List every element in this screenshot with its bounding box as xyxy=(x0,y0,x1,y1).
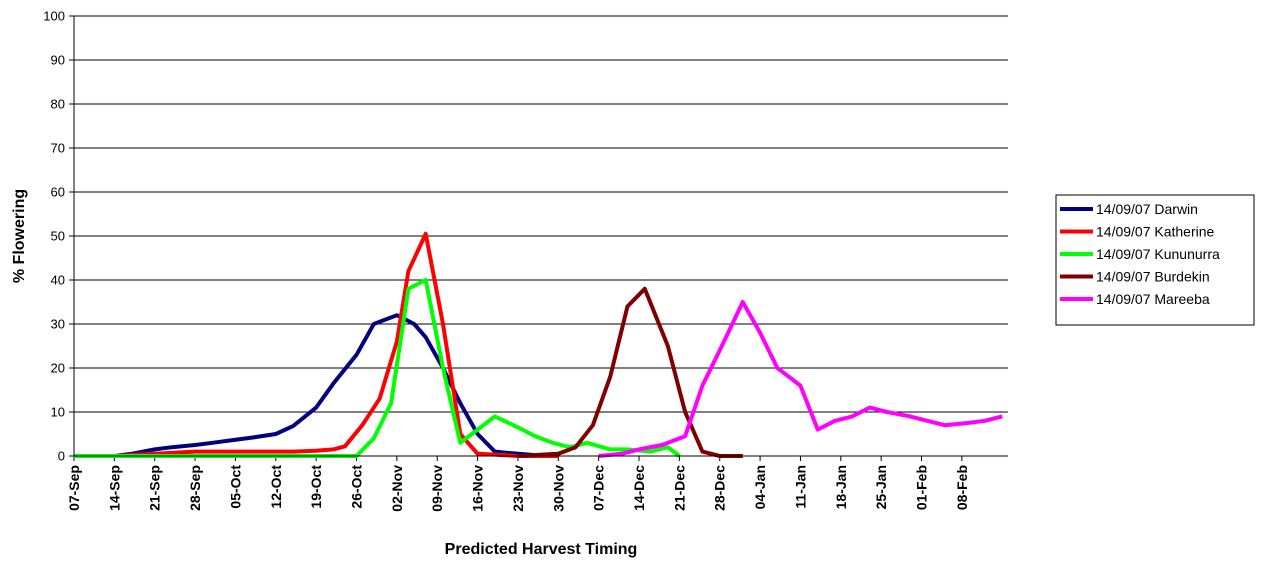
x-tick-labels: 07-Sep 14-Sep 21-Sep 28-Sep 05-Oct 12-Oct 19-O… xyxy=(66,465,970,512)
y-tick-label-100: 100 xyxy=(43,9,65,24)
x-tick-label-14-dec: 14-Dec xyxy=(631,465,647,511)
x-tick-label-01-feb: 01-Feb xyxy=(914,465,930,510)
x-tick-label-04-jan: 04-Jan xyxy=(752,465,768,509)
legend-label-14-09-07-katherine: 14/09/07 Katherine xyxy=(1096,224,1215,240)
x-tick-label-05-oct: 05-Oct xyxy=(227,465,243,509)
x-tick-label-25-jan: 25-Jan xyxy=(873,465,889,509)
x-tick-label-12-oct: 12-Oct xyxy=(268,465,284,509)
x-axis-title: Predicted Harvest Timing xyxy=(445,541,638,558)
y-tick-label-80: 80 xyxy=(51,97,65,112)
x-tick-label-21-sep: 21-Sep xyxy=(147,465,163,511)
x-tick-label-07-sep: 07-Sep xyxy=(66,465,82,511)
x-tick-label-09-nov: 09-Nov xyxy=(429,465,445,512)
y-tick-label-90: 90 xyxy=(51,53,65,68)
y-tick-label-10: 10 xyxy=(51,405,65,420)
legend-box xyxy=(1055,194,1255,326)
x-tick-label-19-oct: 19-Oct xyxy=(308,465,324,509)
x-tick-label-28-sep: 28-Sep xyxy=(187,465,203,511)
y-tick-label-0: 0 xyxy=(58,449,65,464)
series-line-14-09-07-mareeba xyxy=(598,300,1003,458)
y-tick-label-60: 60 xyxy=(51,185,65,200)
x-tick-label-11-jan: 11-Jan xyxy=(792,465,808,509)
y-tick-label-70: 70 xyxy=(51,141,65,156)
x-tick-label-28-dec: 28-Dec xyxy=(712,465,728,511)
x-tick-label-26-oct: 26-Oct xyxy=(349,465,365,509)
x-tick-label-14-sep: 14-Sep xyxy=(106,465,122,511)
x-tick-label-02-nov: 02-Nov xyxy=(389,465,405,512)
series-line-14-09-07-katherine xyxy=(74,231,559,458)
y-tick-label-20: 20 xyxy=(51,361,65,376)
y-tick-label-50: 50 xyxy=(51,229,65,244)
x-tick-label-23-nov: 23-Nov xyxy=(510,465,526,512)
y-axis-title: % Flowering xyxy=(11,189,28,283)
x-tick-label-16-nov: 16-Nov xyxy=(470,465,486,512)
y-tick-labels: 0 10 20 30 40 50 60 70 80 90 100 xyxy=(43,9,74,464)
y-tick-label-40: 40 xyxy=(51,273,65,288)
legend-label-14-09-07-darwin: 14/09/07 Darwin xyxy=(1096,201,1198,217)
x-tick-label-08-feb: 08-Feb xyxy=(954,465,970,510)
x-tick-label-18-jan: 18-Jan xyxy=(833,465,849,509)
legend: 14/09/07 Darwin 14/09/07 Katherine 14/09/0… xyxy=(1055,194,1255,326)
series-line-14-09-07-burdekin xyxy=(517,286,743,458)
legend-label-14-09-07-burdekin: 14/09/07 Burdekin xyxy=(1096,269,1210,285)
x-tick-label-30-nov: 30-Nov xyxy=(550,465,566,512)
x-tick-label-21-dec: 21-Dec xyxy=(671,465,687,511)
legend-label-14-09-07-kununurra: 14/09/07 Kununurra xyxy=(1096,246,1220,262)
y-tick-label-30: 30 xyxy=(51,317,65,332)
x-tick-label-07-dec: 07-Dec xyxy=(591,465,607,511)
legend-label-14-09-07-mareeba: 14/09/07 Mareeba xyxy=(1096,291,1210,307)
series-line-14-09-07-darwin xyxy=(74,313,559,458)
grid-lines xyxy=(74,15,1008,413)
